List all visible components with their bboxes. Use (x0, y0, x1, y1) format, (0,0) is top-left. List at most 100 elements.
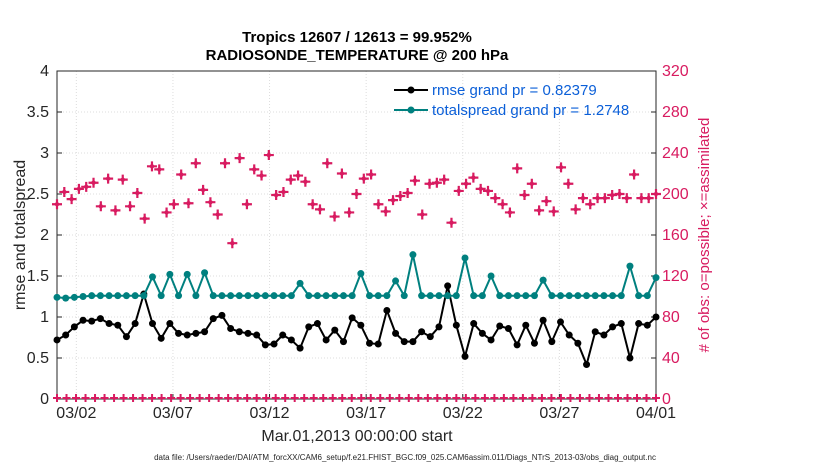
obs-count-dot (288, 177, 293, 182)
obs-zero-point (556, 394, 565, 402)
series-1-point (504, 292, 512, 300)
obs-count-dot (653, 191, 659, 197)
series-1-point (270, 292, 278, 300)
legend-spread-marker (407, 106, 415, 114)
series-1-point (652, 274, 660, 282)
footnote: data file: /Users/raeder/DAI/ATM_forcXX/… (154, 453, 656, 462)
series-1-point (114, 292, 122, 300)
series-0-point (600, 331, 608, 339)
obs-count-dot (332, 214, 337, 219)
obs-count-dot (310, 202, 315, 207)
obs-zero-point (509, 394, 518, 402)
obs-count-dot (273, 192, 279, 198)
y2-tick-label: 160 (662, 227, 689, 244)
obs-count-dot (208, 200, 213, 205)
series-0-point (244, 329, 252, 337)
obs-count-dot (237, 155, 242, 161)
obs-count-dot (449, 220, 454, 225)
series-1-point (296, 279, 304, 287)
obs-zero-point (91, 394, 100, 402)
obs-count-dot (105, 176, 111, 181)
series-1-point (209, 292, 217, 300)
series-0-point (122, 333, 130, 341)
series-1-point (88, 292, 96, 300)
obs-zero-point (328, 394, 337, 402)
series-1-point (227, 292, 235, 300)
series-0-point (392, 329, 400, 337)
obs-count-dot (588, 202, 593, 207)
obs-count-dot (551, 209, 556, 214)
obs-zero-point (652, 394, 660, 402)
obs-count-dot (230, 241, 235, 246)
obs-count-dot (62, 189, 67, 195)
series-1-point (435, 292, 443, 300)
series-0-point (461, 352, 469, 360)
obs-count-dot (69, 196, 74, 202)
series-0-point (209, 315, 217, 323)
obs-zero-point (490, 394, 499, 402)
obs-count-dot (376, 202, 381, 207)
series-0-point (487, 336, 495, 344)
obs-zero-point (186, 394, 195, 402)
series-0-point (183, 331, 191, 339)
obs-count-dot (215, 212, 220, 217)
obs-zero-point (224, 394, 233, 402)
y2-tick-label: 0 (662, 391, 671, 408)
obs-count-dot (390, 197, 396, 203)
series-1-point (322, 292, 330, 300)
obs-zero-point (404, 394, 413, 402)
series-1-point (548, 292, 556, 300)
series-0-point (331, 326, 339, 334)
obs-count-dot (631, 172, 637, 177)
obs-count-dot (558, 165, 564, 170)
y2-tick-label: 320 (662, 63, 689, 80)
series-0-point (253, 331, 261, 339)
series-0-point (175, 329, 183, 337)
series-0-point (444, 282, 452, 290)
obs-zero-point (518, 394, 527, 402)
series-1-point (617, 292, 625, 300)
y-tick-label: 2.5 (27, 186, 49, 203)
obs-count-dot (164, 210, 169, 215)
series-1-point (539, 276, 547, 284)
series-0-point (609, 323, 617, 331)
series-1-point (244, 292, 252, 300)
obs-count-dot (478, 186, 483, 192)
y-tick-label: 2 (40, 227, 49, 244)
series-0-point (114, 321, 122, 329)
series-0-point (530, 339, 538, 347)
obs-zero-point (385, 394, 394, 402)
obs-zero-point (138, 394, 147, 402)
obs-zero-point (642, 394, 651, 402)
obs-count-dot (595, 195, 600, 201)
obs-count-dot (252, 167, 257, 172)
series-0-point (96, 315, 104, 323)
series-1-point (357, 270, 365, 278)
obs-zero-point (537, 394, 546, 402)
y-tick-label: 4 (40, 63, 49, 80)
obs-count-dot (186, 201, 191, 206)
obs-count-dot (84, 184, 89, 190)
obs-zero-point (100, 394, 109, 402)
obs-count-dot (281, 189, 286, 195)
obs-count-dot (412, 178, 418, 183)
obs-count-dot (325, 161, 330, 166)
obs-zero-point (205, 394, 214, 402)
grid (57, 71, 656, 399)
obs-count-dot (200, 187, 206, 193)
series-0-point (279, 331, 287, 339)
series-0-point (383, 306, 391, 314)
obs-zero-point (129, 394, 138, 402)
series-0-point (79, 316, 87, 324)
obs-count-dot (529, 181, 535, 186)
obs-count-dot (515, 166, 520, 171)
series-1-point (235, 292, 243, 300)
series-layer (53, 251, 660, 369)
series-0-point (513, 341, 521, 349)
obs-count-dot (522, 192, 527, 198)
series-1-point (122, 292, 130, 300)
series-1-point (513, 292, 521, 300)
series-1-point (461, 254, 469, 262)
series-0-point (418, 328, 426, 336)
